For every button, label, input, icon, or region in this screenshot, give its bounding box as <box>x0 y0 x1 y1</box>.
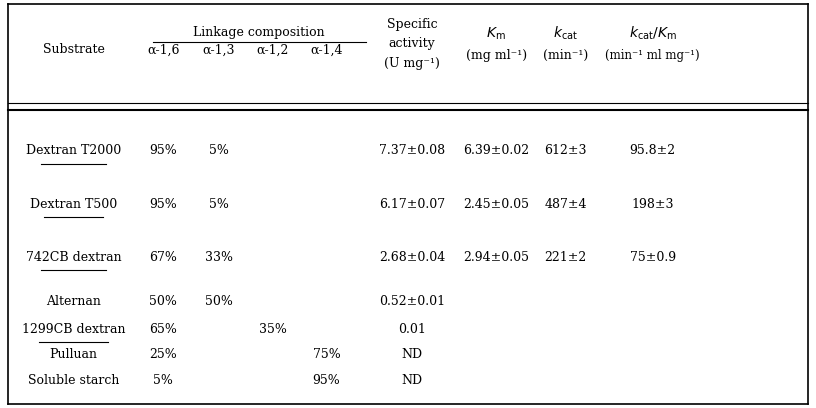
Text: 1299CB dextran: 1299CB dextran <box>22 323 125 336</box>
Text: (min⁻¹ ml mg⁻¹): (min⁻¹ ml mg⁻¹) <box>605 49 700 62</box>
Text: Substrate: Substrate <box>42 43 104 56</box>
Text: 0.01: 0.01 <box>398 323 426 336</box>
Text: Dextran T2000: Dextran T2000 <box>26 144 121 157</box>
Text: 221±2: 221±2 <box>544 251 587 264</box>
Text: 742CB dextran: 742CB dextran <box>25 251 122 264</box>
Text: 6.39±0.02: 6.39±0.02 <box>463 144 530 157</box>
Text: ND: ND <box>401 348 423 361</box>
Text: 6.17±0.07: 6.17±0.07 <box>379 197 446 211</box>
Text: activity: activity <box>388 37 436 50</box>
Text: 95%: 95% <box>149 144 177 157</box>
Text: 67%: 67% <box>149 251 177 264</box>
Text: Specific: Specific <box>387 18 437 31</box>
Text: 2.94±0.05: 2.94±0.05 <box>463 251 529 264</box>
Text: Soluble starch: Soluble starch <box>28 374 119 387</box>
Text: 50%: 50% <box>149 295 177 308</box>
Text: Pulluan: Pulluan <box>50 348 97 361</box>
Text: 75±0.9: 75±0.9 <box>630 251 676 264</box>
Text: 2.45±0.05: 2.45±0.05 <box>463 197 529 211</box>
Text: 5%: 5% <box>209 144 228 157</box>
Text: (min⁻¹): (min⁻¹) <box>543 49 588 62</box>
Text: 5%: 5% <box>153 374 173 387</box>
Text: Linkage composition: Linkage composition <box>193 26 325 39</box>
Text: 5%: 5% <box>209 197 228 211</box>
Text: 2.68±0.04: 2.68±0.04 <box>379 251 446 264</box>
Text: 25%: 25% <box>149 348 177 361</box>
Text: Alternan: Alternan <box>46 295 101 308</box>
Text: 612±3: 612±3 <box>544 144 587 157</box>
Text: α-1,6: α-1,6 <box>147 43 180 56</box>
Text: Dextran T500: Dextran T500 <box>30 197 117 211</box>
Text: 0.52±0.01: 0.52±0.01 <box>379 295 446 308</box>
Text: 75%: 75% <box>313 348 340 361</box>
Text: α-1,4: α-1,4 <box>310 43 343 56</box>
Text: 33%: 33% <box>205 251 233 264</box>
Text: $K_\mathrm{m}$: $K_\mathrm{m}$ <box>486 25 506 42</box>
Text: α-1,2: α-1,2 <box>256 43 289 56</box>
Text: 35%: 35% <box>259 323 286 336</box>
Text: ND: ND <box>401 374 423 387</box>
Text: 95%: 95% <box>149 197 177 211</box>
Text: $k_\mathrm{cat}$: $k_\mathrm{cat}$ <box>553 25 578 42</box>
Text: 7.37±0.08: 7.37±0.08 <box>379 144 446 157</box>
Text: 50%: 50% <box>205 295 233 308</box>
Text: (U mg⁻¹): (U mg⁻¹) <box>384 57 440 70</box>
Text: 198±3: 198±3 <box>632 197 674 211</box>
Text: 487±4: 487±4 <box>544 197 587 211</box>
Text: α-1,3: α-1,3 <box>202 43 235 56</box>
Text: 95.8±2: 95.8±2 <box>630 144 676 157</box>
Text: $k_\mathrm{cat}$/$K_\mathrm{m}$: $k_\mathrm{cat}$/$K_\mathrm{m}$ <box>629 25 676 42</box>
Text: (mg ml⁻¹): (mg ml⁻¹) <box>466 49 526 62</box>
Text: 65%: 65% <box>149 323 177 336</box>
Text: 95%: 95% <box>313 374 340 387</box>
